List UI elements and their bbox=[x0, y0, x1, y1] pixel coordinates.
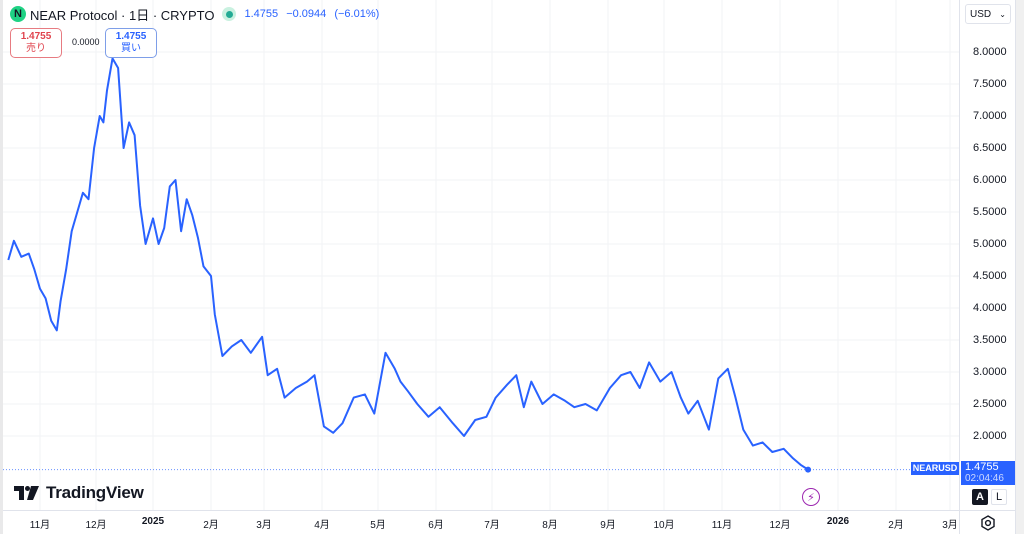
left-border bbox=[0, 0, 3, 534]
sell-button[interactable]: 1.4755 売り bbox=[10, 28, 62, 58]
time-axis-label: 2月 bbox=[888, 520, 904, 531]
time-axis-label: 11月 bbox=[711, 520, 733, 531]
currency-select[interactable]: USD ⌄ bbox=[965, 4, 1011, 24]
symbol-tag: NEARUSD bbox=[911, 462, 959, 475]
price-axis-label: 7.0000 bbox=[973, 110, 1007, 122]
price-axis-label: 2.0000 bbox=[973, 430, 1007, 442]
bar-countdown: 02:04:46 bbox=[965, 473, 1004, 484]
quote-values: 1.4755 −0.0944 (−6.01%) bbox=[244, 8, 384, 20]
price-axis-label: 6.5000 bbox=[973, 142, 1007, 154]
near-logo-icon: N bbox=[10, 6, 26, 22]
time-axis-label: 12月 bbox=[769, 520, 791, 531]
chevron-down-icon: ⌄ bbox=[999, 9, 1006, 19]
tradingview-logo-icon bbox=[14, 486, 39, 500]
time-axis-label: 6月 bbox=[428, 520, 444, 531]
settings-gear-icon bbox=[980, 514, 995, 531]
spread-value: 0.0000 bbox=[72, 37, 100, 47]
symbol-title[interactable]: NEAR Protocol · 1日 · CRYPTO bbox=[30, 7, 215, 23]
symbol-legend: N NEAR Protocol · 1日 · CRYPTO 1.4755 −0.… bbox=[10, 5, 384, 23]
change-percent: (−6.01%) bbox=[334, 8, 380, 20]
buy-price: 1.4755 bbox=[115, 31, 147, 42]
last-price-value: 1.4755 bbox=[965, 461, 999, 473]
time-axis-label: 4月 bbox=[314, 520, 330, 531]
price-axis-label: 6.0000 bbox=[973, 174, 1007, 186]
price-axis-label: 5.5000 bbox=[973, 206, 1007, 218]
price-axis-label: 3.5000 bbox=[973, 334, 1007, 346]
chart-pane[interactable] bbox=[3, 0, 959, 510]
tradingview-wordmark: TradingView bbox=[46, 483, 144, 502]
price-axis[interactable] bbox=[959, 0, 1015, 510]
time-axis-label: 7月 bbox=[484, 520, 500, 531]
time-axis-label: 12月 bbox=[85, 520, 107, 531]
last-point-marker bbox=[805, 466, 812, 473]
time-axis[interactable]: 11月 12月 2025 2月 3月 4月 5月 6月 7月 8月 9月 10月 11月 12月 2026 2… bbox=[3, 510, 959, 534]
sell-label: 売り bbox=[26, 43, 46, 54]
last-price-tag: 1.4755 02:04:46 bbox=[961, 461, 1015, 485]
time-axis-label: 3月 bbox=[942, 520, 958, 531]
sell-price: 1.4755 bbox=[20, 31, 52, 42]
time-axis-label: 5月 bbox=[370, 520, 386, 531]
price-axis-label: 7.5000 bbox=[973, 78, 1007, 90]
buy-label: 買い bbox=[121, 43, 141, 54]
time-axis-label: 9月 bbox=[600, 520, 616, 531]
price-series-line[interactable] bbox=[7, 57, 809, 471]
time-axis-label: 2月 bbox=[203, 520, 219, 531]
tradingview-logo[interactable]: TradingView bbox=[14, 483, 144, 503]
scale-buttons: A L bbox=[972, 489, 1007, 505]
time-axis-label: 8月 bbox=[542, 520, 558, 531]
last-price: 1.4755 bbox=[244, 8, 279, 20]
auto-scale-button[interactable]: A bbox=[972, 489, 988, 505]
price-axis-label: 3.0000 bbox=[973, 366, 1007, 378]
price-line-chart[interactable] bbox=[3, 0, 959, 510]
time-axis-label: 2025 bbox=[141, 516, 165, 527]
right-scroll-strip bbox=[1015, 0, 1024, 534]
price-axis-label: 5.0000 bbox=[973, 238, 1007, 250]
time-axis-label: 3月 bbox=[256, 520, 272, 531]
price-axis-label: 4.0000 bbox=[973, 302, 1007, 314]
change-value: −0.0944 bbox=[286, 8, 327, 20]
currency-value: USD bbox=[970, 8, 992, 20]
buy-button[interactable]: 1.4755 買い bbox=[105, 28, 157, 58]
time-axis-label: 11月 bbox=[29, 520, 51, 531]
time-axis-label: 10月 bbox=[653, 520, 675, 531]
time-axis-label: 2026 bbox=[826, 516, 850, 527]
price-axis-label: 4.5000 bbox=[973, 270, 1007, 282]
price-axis-label: 2.5000 bbox=[973, 398, 1007, 410]
price-axis-label: 8.0000 bbox=[973, 46, 1007, 58]
market-status-icon[interactable] bbox=[222, 7, 237, 21]
log-scale-button[interactable]: L bbox=[991, 489, 1007, 505]
flash-event-icon[interactable]: ⚡ bbox=[802, 488, 820, 506]
chart-settings-button[interactable] bbox=[959, 510, 1015, 534]
